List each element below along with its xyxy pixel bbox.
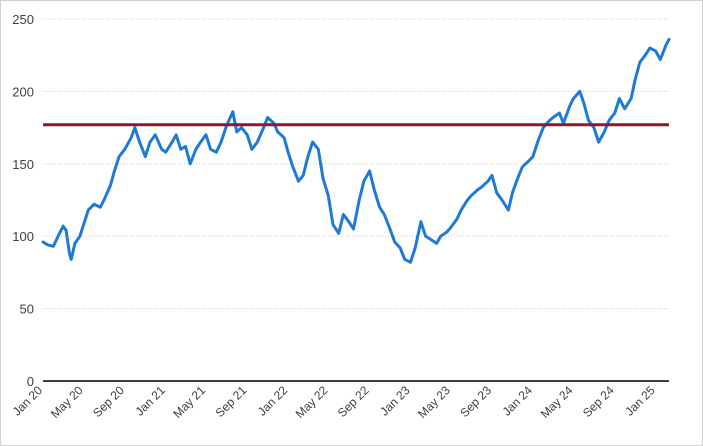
- y-axis-ticks: 0 50 100 150 200 250: [12, 12, 34, 389]
- x-tick-label: Sep 20: [90, 383, 127, 420]
- x-tick-label: Jan 22: [255, 383, 291, 419]
- x-tick-label: May 20: [48, 383, 86, 421]
- x-tick-label: Jan 24: [500, 383, 536, 419]
- y-tick-label: 50: [20, 302, 34, 317]
- grid-lines: [43, 18, 669, 310]
- x-tick-label: May 23: [415, 383, 453, 421]
- x-tick-label: Sep 22: [335, 383, 372, 420]
- x-tick-label: Jan 21: [132, 383, 168, 419]
- x-tick-label: May 22: [293, 383, 331, 421]
- x-tick-label: Sep 21: [213, 383, 250, 420]
- x-tick-label: Sep 24: [580, 383, 617, 420]
- y-tick-label: 100: [12, 229, 34, 244]
- x-axis-ticks: Jan 20 May 20 Sep 20 Jan 21 May 21 Sep 21 Jan …: [10, 383, 658, 421]
- y-tick-label: 200: [12, 84, 34, 99]
- x-tick-label: May 21: [170, 383, 208, 421]
- series-layer: [41, 37, 671, 264]
- y-tick-label: 0: [27, 374, 34, 389]
- x-tick-label: May 24: [538, 383, 576, 421]
- y-tick-label: 150: [12, 157, 34, 172]
- x-tick-label: Jan 23: [377, 383, 413, 419]
- y-tick-label: 250: [12, 12, 34, 27]
- series-line-0: [41, 37, 671, 264]
- x-tick-label: Sep 23: [457, 383, 494, 420]
- x-tick-label: Jan 25: [622, 383, 658, 419]
